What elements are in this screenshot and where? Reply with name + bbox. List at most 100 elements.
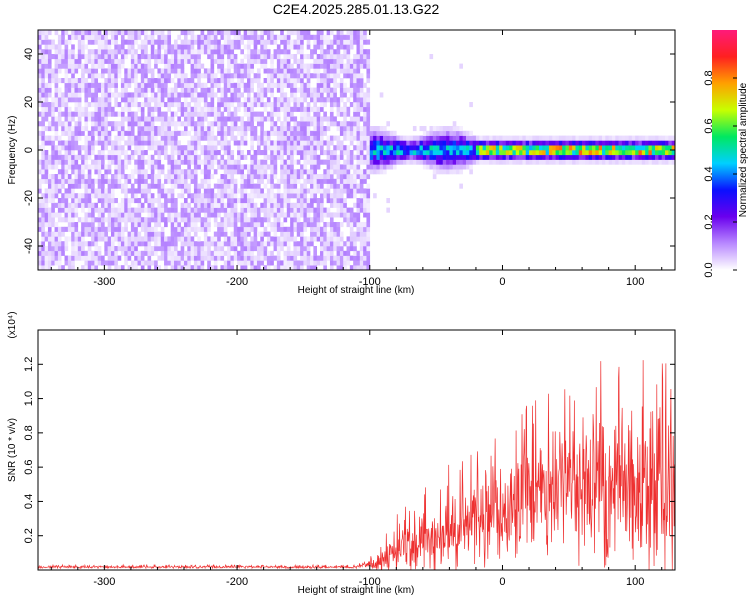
heatmap-cell <box>220 102 225 108</box>
heatmap-cell <box>253 44 258 50</box>
heatmap-cell <box>270 260 274 266</box>
heatmap-cell <box>290 54 294 60</box>
heatmap-cell <box>160 30 165 36</box>
heatmap-cell <box>217 82 221 88</box>
heatmap-cell <box>137 183 142 189</box>
heatmap-cell <box>81 231 85 237</box>
heatmap-cell <box>256 183 261 189</box>
heatmap-cell <box>164 73 168 79</box>
heatmap-cell <box>316 222 321 228</box>
heatmap-cell <box>203 236 208 242</box>
heatmap-cell <box>174 58 178 64</box>
heatmap-cell <box>220 49 225 55</box>
heatmap-cell <box>38 87 42 93</box>
heatmap-cell <box>64 174 69 180</box>
heatmap-cell <box>120 217 125 223</box>
heatmap-cell <box>253 193 258 199</box>
heatmap-cell <box>183 58 188 64</box>
heatmap-cell <box>300 135 304 141</box>
heatmap-cell <box>180 121 185 127</box>
heatmap-cell <box>256 121 261 127</box>
heatmap-cell <box>611 145 616 151</box>
heatmap-cell <box>193 102 198 108</box>
heatmap-cell <box>237 30 241 36</box>
heatmap-cell <box>333 68 337 74</box>
heatmap-cell <box>164 202 168 208</box>
heatmap-cell <box>154 82 158 88</box>
heatmap-cell <box>107 217 112 223</box>
heatmap-cell <box>167 87 172 93</box>
heatmap-cell <box>588 145 593 151</box>
heatmap-cell <box>525 145 530 151</box>
heatmap-cell <box>260 135 264 141</box>
heatmap-cell <box>150 198 155 204</box>
heatmap-cell <box>64 63 69 69</box>
heatmap-cell <box>260 241 264 247</box>
heatmap-cell <box>57 58 62 64</box>
heatmap-cell <box>608 159 613 165</box>
heatmap-cell <box>429 150 434 156</box>
heatmap-cell <box>422 140 427 146</box>
heatmap-cell <box>263 145 268 151</box>
heatmap-cell <box>94 260 99 266</box>
heatmap-cell <box>150 236 155 242</box>
heatmap-cell <box>283 260 288 266</box>
heatmap-cell <box>104 49 108 55</box>
heatmap-cell <box>631 154 636 160</box>
heatmap-cell <box>67 217 72 223</box>
heatmap-cell <box>353 193 357 199</box>
heatmap-cell <box>81 246 85 252</box>
heatmap-cell <box>446 169 450 175</box>
heatmap-cell <box>74 255 79 261</box>
heatmap-cell <box>240 78 244 84</box>
heatmap-cell <box>256 231 261 237</box>
heatmap-cell <box>655 140 659 146</box>
heatmap-cell <box>197 92 201 98</box>
heatmap-cell <box>110 68 115 74</box>
heatmap-cell <box>303 34 308 40</box>
heatmap-cell <box>618 145 623 151</box>
heatmap-cell <box>130 246 135 252</box>
heatmap-cell <box>313 44 317 50</box>
heatmap-cell <box>137 159 142 165</box>
heatmap-cell <box>170 246 175 252</box>
heatmap-cell <box>283 54 288 60</box>
heatmap-cell <box>187 265 191 270</box>
heatmap-cell <box>253 241 258 247</box>
heatmap-cell <box>130 150 135 156</box>
heatmap-cell <box>300 241 304 247</box>
heatmap-cell <box>110 193 115 199</box>
heatmap-cell <box>333 87 337 93</box>
heatmap-cell <box>625 150 629 156</box>
heatmap-cell <box>61 250 65 256</box>
heatmap-cell <box>578 140 583 146</box>
heatmap-cell <box>183 154 188 160</box>
heatmap-cell <box>313 39 317 45</box>
heatmap-cell <box>260 102 264 108</box>
heatmap-cell <box>54 63 59 69</box>
heatmap-cell <box>635 140 639 146</box>
heatmap-cell <box>51 260 55 266</box>
heatmap-cell <box>207 87 211 93</box>
heatmap-cell <box>379 159 384 165</box>
heatmap-cell <box>499 135 503 141</box>
heatmap-cell <box>256 174 261 180</box>
heatmap-cell <box>167 30 172 36</box>
heatmap-cell <box>144 198 148 204</box>
heatmap-cell <box>366 121 371 127</box>
heatmap-cell <box>339 241 344 247</box>
heatmap-cell <box>366 111 371 117</box>
heatmap-cell <box>270 130 274 136</box>
heatmap-cell <box>64 92 69 98</box>
heatmap-cell <box>522 154 527 160</box>
heatmap-cell <box>276 178 281 184</box>
heatmap-cell <box>260 54 264 60</box>
heatmap-cell <box>154 260 158 266</box>
heatmap-cell <box>117 145 122 151</box>
heatmap-cell <box>117 135 122 141</box>
heatmap-cell <box>170 236 175 242</box>
heatmap-cell <box>180 154 185 160</box>
heatmap-cell <box>300 126 304 132</box>
heatmap-cell <box>67 159 72 165</box>
heatmap-cell <box>548 154 553 160</box>
